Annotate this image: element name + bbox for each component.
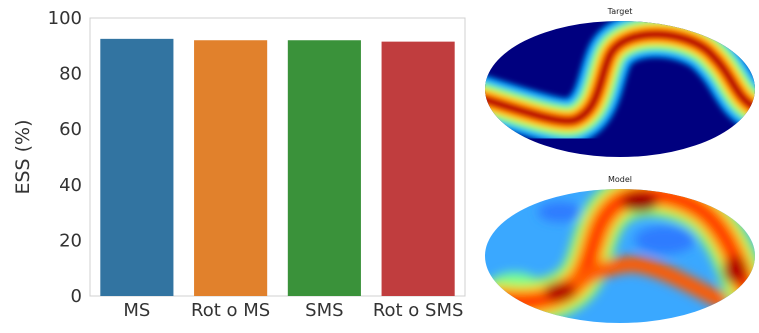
model-map-title: Model bbox=[608, 175, 632, 184]
bar-sms bbox=[287, 40, 361, 296]
target-map: Target bbox=[485, 7, 755, 157]
bar-rot-o-sms bbox=[381, 41, 455, 296]
y-tick-label: 60 bbox=[59, 119, 82, 140]
x-tick-label: Rot o SMS bbox=[373, 300, 464, 321]
y-tick-label: 0 bbox=[71, 286, 82, 307]
model-map: Model bbox=[485, 175, 755, 323]
x-tick-label: MS bbox=[123, 300, 150, 321]
y-tick-label: 40 bbox=[59, 175, 82, 196]
x-tick-label: Rot o MS bbox=[191, 300, 270, 321]
target-map-title: Target bbox=[607, 7, 633, 16]
y-axis-label: ESS (%) bbox=[12, 119, 34, 194]
y-tick-labels: 0 20 40 60 80 100 bbox=[48, 8, 82, 307]
y-tick-label: 80 bbox=[59, 64, 82, 85]
y-tick-label: 20 bbox=[59, 230, 82, 251]
bar-rot-o-ms bbox=[194, 40, 268, 296]
model-map-features bbox=[485, 189, 755, 323]
target-map-band bbox=[485, 21, 755, 144]
y-tick-label: 100 bbox=[48, 8, 82, 29]
x-tick-label: SMS bbox=[305, 300, 343, 321]
bar-group bbox=[100, 38, 455, 296]
x-tick-labels: MS Rot o MS SMS Rot o SMS bbox=[123, 300, 463, 321]
bar-chart: 0 20 40 60 80 100 MS Rot o MS SMS Rot o SMS ESS … bbox=[12, 8, 466, 321]
bar-ms bbox=[100, 38, 174, 296]
